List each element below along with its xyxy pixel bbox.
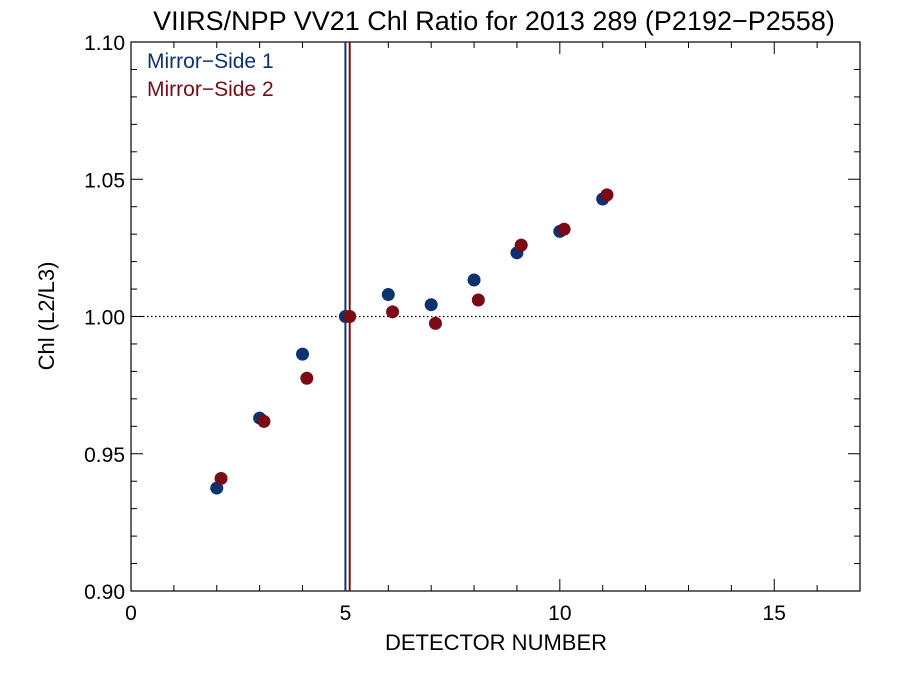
legend-entry-2: Mirror−Side 2	[147, 78, 274, 101]
data-point-series-2	[471, 293, 485, 307]
tick-labels: 0 5 10 15 0.90 0.95 1.00 1.05 1.10	[84, 32, 786, 625]
y-tick-label: 1.10	[84, 32, 125, 55]
data-point-series-2	[300, 371, 314, 385]
x-tick-label: 5	[340, 602, 352, 625]
y-tick-label: 1.00	[84, 307, 125, 330]
data-point-series-2	[557, 222, 571, 236]
data-point-series-1	[381, 288, 395, 302]
y-axis-label: Chl (L2/L3)	[34, 262, 59, 371]
data-point-series-2	[600, 188, 614, 202]
x-tick-label: 15	[763, 602, 786, 625]
data-points	[210, 188, 614, 495]
x-tick-label: 10	[548, 602, 571, 625]
chart-title: VIIRS/NPP VV21 Chl Ratio for 2013 289 (P…	[153, 6, 835, 36]
data-point-series-2	[386, 305, 400, 319]
y-tick-label: 0.90	[84, 581, 125, 604]
data-point-series-2	[343, 310, 357, 323]
x-tick-label: 0	[125, 602, 137, 625]
y-tick-label: 1.05	[84, 169, 125, 192]
data-point-series-2	[214, 471, 228, 485]
data-point-series-2	[514, 238, 528, 252]
data-point-series-1	[424, 298, 438, 312]
x-axis-label: DETECTOR NUMBER	[385, 630, 607, 655]
data-point-series-2	[257, 414, 271, 428]
data-point-series-2	[428, 316, 442, 330]
data-point-series-1	[467, 273, 481, 287]
data-point-series-1	[296, 347, 310, 361]
legend-entry-1: Mirror−Side 1	[147, 50, 274, 73]
y-tick-label: 0.95	[84, 444, 125, 467]
legend: Mirror−Side 1 Mirror−Side 2	[147, 50, 274, 101]
